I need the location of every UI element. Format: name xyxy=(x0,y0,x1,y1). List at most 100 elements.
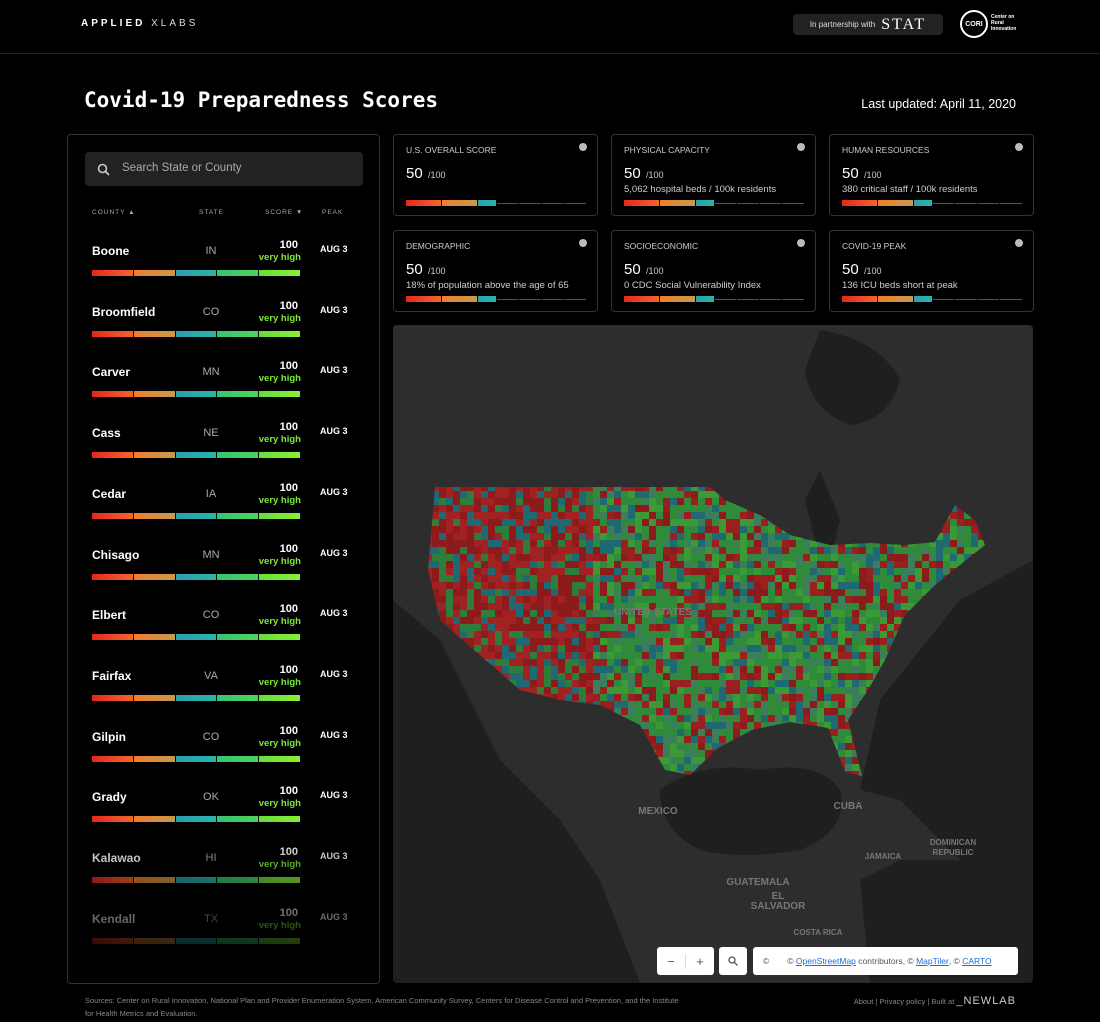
county-cell[interactable] xyxy=(691,680,698,687)
county-cell[interactable] xyxy=(915,589,922,596)
county-cell[interactable] xyxy=(845,638,852,645)
county-cell[interactable] xyxy=(810,673,817,680)
county-cell[interactable] xyxy=(691,617,698,624)
county-cell[interactable] xyxy=(698,505,705,512)
county-cell[interactable] xyxy=(719,512,726,519)
county-cell[interactable] xyxy=(866,603,873,610)
county-cell[interactable] xyxy=(558,694,565,701)
county-cell[interactable] xyxy=(789,659,796,666)
county-cell[interactable] xyxy=(754,519,761,526)
county-cell[interactable] xyxy=(656,743,663,750)
county-cell[interactable] xyxy=(607,589,614,596)
county-cell[interactable] xyxy=(628,575,635,582)
county-cell[interactable] xyxy=(495,603,502,610)
county-cell[interactable] xyxy=(712,694,719,701)
county-cell[interactable] xyxy=(754,610,761,617)
county-cell[interactable] xyxy=(586,631,593,638)
county-cell[interactable] xyxy=(523,631,530,638)
county-cell[interactable] xyxy=(621,645,628,652)
county-cell[interactable] xyxy=(908,575,915,582)
county-cell[interactable] xyxy=(705,673,712,680)
county-cell[interactable] xyxy=(677,617,684,624)
county-cell[interactable] xyxy=(684,673,691,680)
county-cell[interactable] xyxy=(761,547,768,554)
county-cell[interactable] xyxy=(509,561,516,568)
county-cell[interactable] xyxy=(572,638,579,645)
county-cell[interactable] xyxy=(747,624,754,631)
county-cell[interactable] xyxy=(936,533,943,540)
county-cell[interactable] xyxy=(502,624,509,631)
county-cell[interactable] xyxy=(691,624,698,631)
county-cell[interactable] xyxy=(439,540,446,547)
county-cell[interactable] xyxy=(649,575,656,582)
county-cell[interactable] xyxy=(607,512,614,519)
county-cell[interactable] xyxy=(642,673,649,680)
county-cell[interactable] xyxy=(796,638,803,645)
county-cell[interactable] xyxy=(502,533,509,540)
county-cell[interactable] xyxy=(824,568,831,575)
county-cell[interactable] xyxy=(544,680,551,687)
county-cell[interactable] xyxy=(677,554,684,561)
county-cell[interactable] xyxy=(572,547,579,554)
county-cell[interactable] xyxy=(572,680,579,687)
county-cell[interactable] xyxy=(607,631,614,638)
county-cell[interactable] xyxy=(901,554,908,561)
county-cell[interactable] xyxy=(460,512,467,519)
county-cell[interactable] xyxy=(593,610,600,617)
county-cell[interactable] xyxy=(495,624,502,631)
county-cell[interactable] xyxy=(544,484,551,491)
county-cell[interactable] xyxy=(635,582,642,589)
county-cell[interactable] xyxy=(698,526,705,533)
county-cell[interactable] xyxy=(544,519,551,526)
county-cell[interactable] xyxy=(446,547,453,554)
county-cell[interactable] xyxy=(908,596,915,603)
county-cell[interactable] xyxy=(544,512,551,519)
county-cell[interactable] xyxy=(754,554,761,561)
county-cell[interactable] xyxy=(635,519,642,526)
county-cell[interactable] xyxy=(621,575,628,582)
county-cell[interactable] xyxy=(523,666,530,673)
county-cell[interactable] xyxy=(782,673,789,680)
county-cell[interactable] xyxy=(698,512,705,519)
county-cell[interactable] xyxy=(782,645,789,652)
county-cell[interactable] xyxy=(460,624,467,631)
county-cell[interactable] xyxy=(642,561,649,568)
county-cell[interactable] xyxy=(873,603,880,610)
county-cell[interactable] xyxy=(845,652,852,659)
county-cell[interactable] xyxy=(698,638,705,645)
county-cell[interactable] xyxy=(803,624,810,631)
county-cell[interactable] xyxy=(558,631,565,638)
county-cell[interactable] xyxy=(439,617,446,624)
county-cell[interactable] xyxy=(740,603,747,610)
county-cell[interactable] xyxy=(740,729,747,736)
county-cell[interactable] xyxy=(586,582,593,589)
county-cell[interactable] xyxy=(586,498,593,505)
county-cell[interactable] xyxy=(796,624,803,631)
county-cell[interactable] xyxy=(530,659,537,666)
county-cell[interactable] xyxy=(488,547,495,554)
county-cell[interactable] xyxy=(726,554,733,561)
county-cell[interactable] xyxy=(586,624,593,631)
county-cell[interactable] xyxy=(537,540,544,547)
county-cell[interactable] xyxy=(656,652,663,659)
county-cell[interactable] xyxy=(782,554,789,561)
county-cell[interactable] xyxy=(446,540,453,547)
attribution-link[interactable]: OpenStreetMap xyxy=(795,956,856,966)
info-icon[interactable] xyxy=(797,143,805,151)
county-cell[interactable] xyxy=(593,589,600,596)
county-cell[interactable] xyxy=(712,589,719,596)
county-cell[interactable] xyxy=(523,491,530,498)
county-cell[interactable] xyxy=(712,519,719,526)
county-cell[interactable] xyxy=(838,589,845,596)
county-cell[interactable] xyxy=(698,519,705,526)
county-cell[interactable] xyxy=(621,701,628,708)
county-cell[interactable] xyxy=(467,547,474,554)
county-cell[interactable] xyxy=(677,708,684,715)
county-cell[interactable] xyxy=(474,575,481,582)
county-cell[interactable] xyxy=(859,645,866,652)
county-cell[interactable] xyxy=(656,568,663,575)
county-cell[interactable] xyxy=(810,575,817,582)
county-cell[interactable] xyxy=(439,589,446,596)
county-cell[interactable] xyxy=(733,512,740,519)
county-cell[interactable] xyxy=(551,491,558,498)
